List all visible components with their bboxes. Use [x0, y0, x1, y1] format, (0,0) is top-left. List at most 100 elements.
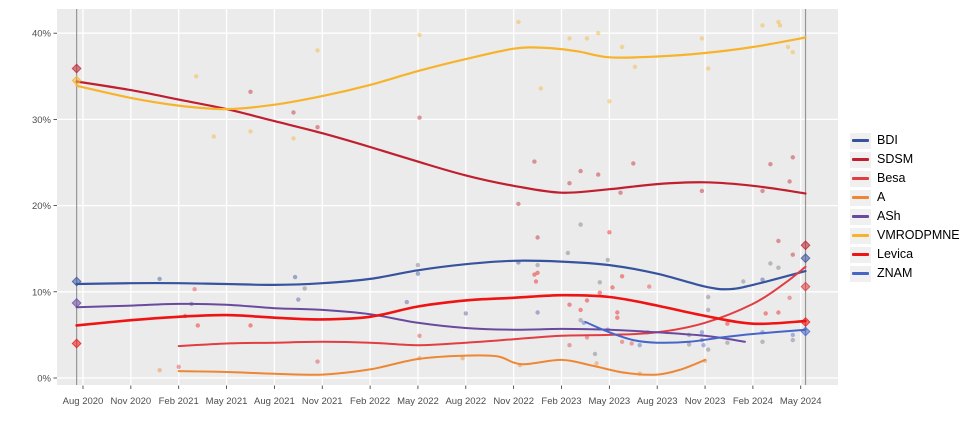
- legend-label: Besa: [877, 171, 906, 185]
- poll-point: [567, 36, 572, 41]
- poll-point: [578, 318, 583, 323]
- legend-color-line: [852, 253, 869, 256]
- poll-point: [596, 172, 601, 177]
- poll-point: [596, 31, 601, 36]
- poll-point: [706, 347, 711, 352]
- poll-point: [538, 86, 543, 91]
- poll-point: [760, 277, 765, 282]
- legend-item-Besa: Besa: [850, 169, 960, 188]
- poll-point: [741, 279, 746, 284]
- legend-key-swatch: [850, 208, 871, 225]
- poll-point: [776, 238, 781, 244]
- poll-point: [248, 129, 253, 134]
- poll-point: [291, 110, 296, 115]
- poll-point: [578, 222, 583, 227]
- poll-point: [584, 298, 590, 303]
- poll-point: [607, 99, 612, 104]
- election-results-ASh: [71, 297, 82, 309]
- poll-point: [584, 36, 590, 41]
- election-result-diamond: [71, 63, 82, 74]
- trend-line-SDSM: [75, 80, 807, 195]
- legend-label: SDSM: [877, 152, 914, 166]
- poll-point: [790, 155, 795, 160]
- poll-point: [594, 361, 599, 366]
- poll-point: [699, 188, 705, 194]
- election-results-Levica: [71, 316, 811, 349]
- poll-point: [706, 66, 711, 71]
- poll-point: [516, 201, 521, 207]
- election-results-ZNAM: [800, 326, 811, 337]
- plot-panel: [57, 9, 838, 385]
- poll-points-VMRODPMNE: [194, 19, 795, 141]
- legend-label: ZNAM: [877, 266, 913, 280]
- legend-key-swatch: [850, 151, 871, 168]
- poll-point: [706, 307, 711, 313]
- legend-key-swatch: [850, 132, 871, 149]
- poll-point: [211, 134, 216, 139]
- x-tick-label: Nov 2020: [111, 396, 152, 407]
- legend-color-line: [852, 139, 869, 142]
- poll-point: [597, 290, 602, 295]
- poll-point: [417, 32, 422, 38]
- poll-point: [776, 19, 781, 25]
- y-axis: 0% 10% 20% 30% 40%: [32, 29, 57, 385]
- poll-point: [777, 23, 783, 28]
- trend-line-ZNAM: [584, 321, 807, 344]
- poll-point: [790, 337, 795, 343]
- poll-point: [567, 343, 572, 348]
- poll-point: [701, 343, 706, 348]
- election-result-diamond: [800, 316, 811, 328]
- y-tick-label: 10%: [32, 287, 52, 298]
- poll-point: [535, 270, 540, 275]
- poll-point: [578, 168, 583, 174]
- legend-item-ZNAM: ZNAM: [850, 264, 960, 283]
- poll-point: [760, 23, 765, 28]
- poll-point: [629, 341, 634, 346]
- legend-color-line: [852, 234, 869, 237]
- poll-point: [768, 162, 773, 167]
- poll-point: [632, 64, 638, 70]
- x-tick-label: May 2022: [397, 396, 439, 407]
- poll-point: [415, 262, 421, 268]
- poll-point: [315, 359, 320, 364]
- trend-line-Besa: [177, 265, 807, 348]
- x-tick-label: Nov 2023: [685, 396, 726, 407]
- poll-point: [776, 265, 781, 270]
- x-tick-label: Aug 2022: [445, 396, 486, 407]
- election-result-diamond: [800, 240, 811, 251]
- legend-color-line: [852, 272, 869, 275]
- y-tick-label: 40%: [32, 29, 52, 40]
- poll-point: [463, 311, 468, 316]
- poll-point: [787, 295, 792, 300]
- poll-point: [615, 315, 620, 320]
- poll-point: [533, 279, 539, 284]
- poll-points-ZNAM: [581, 320, 795, 348]
- poll-point: [619, 44, 625, 50]
- poll-point: [686, 342, 692, 347]
- poll-point: [296, 297, 301, 302]
- poll-point: [567, 181, 572, 186]
- legend-color-line: [852, 196, 869, 199]
- poll-point: [787, 179, 792, 184]
- poll-point: [725, 321, 730, 326]
- poll-point: [790, 50, 795, 55]
- poll-point: [415, 271, 421, 276]
- gridlines: [57, 9, 838, 385]
- x-tick-label: Nov 2022: [493, 396, 534, 407]
- x-tick-label: Aug 2023: [637, 396, 678, 407]
- poll-point: [785, 44, 791, 50]
- legend-label: Levica: [877, 247, 914, 261]
- trend-line-A: [177, 354, 706, 376]
- poll-point: [176, 364, 181, 369]
- legend-key-swatch: [850, 170, 871, 187]
- poll-point: [248, 89, 253, 95]
- poll-point: [315, 48, 320, 53]
- poll-point: [584, 335, 590, 340]
- legend-key-swatch: [850, 189, 871, 206]
- legend-item-SDSM: SDSM: [850, 150, 960, 169]
- legend-color-line: [852, 158, 869, 161]
- poll-point: [619, 274, 625, 279]
- poll-point: [565, 250, 571, 256]
- x-tick-label: Nov 2021: [302, 396, 343, 407]
